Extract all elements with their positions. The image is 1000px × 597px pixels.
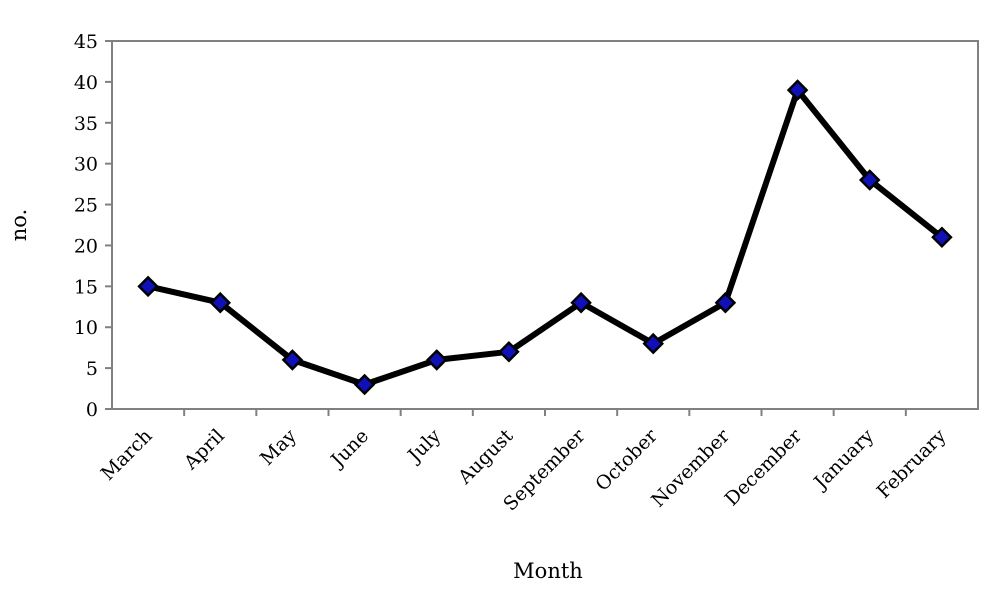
y-axis-title: no. — [7, 209, 31, 241]
y-tick-label: 10 — [74, 317, 98, 339]
y-axis: 0 5 10 15 20 25 30 35 40 45 — [74, 31, 112, 421]
data-point-marker — [137, 275, 159, 298]
data-point-marker — [281, 349, 304, 371]
x-tick-label: January — [809, 425, 879, 495]
x-tick-label: July — [402, 425, 445, 468]
x-tick-label: May — [256, 425, 301, 470]
data-point-marker — [931, 226, 953, 249]
data-point-marker — [353, 373, 376, 396]
y-tick-label: 45 — [74, 31, 98, 53]
y-tick-label: 30 — [74, 154, 98, 176]
data-point-marker — [498, 340, 520, 363]
series-line — [145, 87, 945, 388]
y-tick-label: 40 — [74, 72, 98, 94]
data-point-marker — [425, 349, 448, 371]
y-tick-label: 35 — [74, 113, 98, 135]
x-tick-label: December — [721, 424, 807, 510]
y-tick-label: 5 — [86, 358, 98, 380]
y-tick-label: 0 — [86, 399, 98, 421]
data-point-marker — [786, 79, 809, 101]
series-markers — [137, 79, 953, 396]
x-tick-label: October — [591, 424, 662, 495]
y-tick-label: 20 — [74, 235, 98, 257]
x-tick-label: June — [325, 425, 373, 473]
y-tick-label: 15 — [74, 276, 98, 298]
data-point-marker — [570, 291, 592, 314]
x-tick-label: March — [97, 425, 157, 485]
x-tick-label: February — [873, 425, 951, 503]
x-tick-label: August — [453, 425, 517, 489]
x-axis-title: Month — [513, 559, 583, 583]
plot-area-frame — [111, 40, 979, 410]
data-point-marker — [858, 169, 881, 191]
data-point-marker — [714, 291, 737, 314]
data-point-marker — [209, 291, 232, 314]
y-tick-label: 25 — [74, 195, 98, 217]
x-tick-label: November — [647, 424, 734, 511]
data-point-marker — [642, 332, 665, 355]
x-tick-label: April — [179, 425, 229, 475]
